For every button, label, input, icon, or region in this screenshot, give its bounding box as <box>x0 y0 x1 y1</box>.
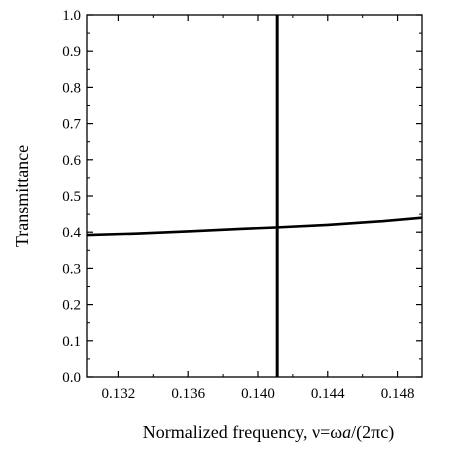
axis-ticks <box>87 15 422 377</box>
x-tick-label: 0.148 <box>381 386 415 402</box>
y-tick-label: 0.0 <box>62 370 81 386</box>
tick-labels: 0.0 0.1 0.2 0.3 0.4 0.5 0.6 0.7 0.8 0.9 1.0 0.132 0.… <box>62 8 414 402</box>
y-tick-label: 0.6 <box>62 153 81 169</box>
x-axis-title-italic: a <box>342 422 351 442</box>
y-tick-label: 0.3 <box>62 261 81 277</box>
y-tick-label: 0.1 <box>62 334 81 350</box>
plot-series <box>87 15 422 377</box>
x-tick-label: 0.144 <box>311 386 345 402</box>
y-tick-label: 0.4 <box>62 225 81 241</box>
x-tick-label: 0.140 <box>241 386 275 402</box>
y-tick-label: 0.7 <box>62 117 81 133</box>
x-axis-title-prefix: Normalized frequency, ν=ω <box>143 422 343 442</box>
y-tick-label: 0.8 <box>62 80 81 96</box>
series-line-1 <box>87 218 422 235</box>
y-tick-label: 0.2 <box>62 298 81 314</box>
x-tick-label: 0.136 <box>171 386 205 402</box>
x-tick-label: 0.132 <box>102 386 136 402</box>
x-axis-title: Normalized frequency, ν=ωa/(2πc) <box>143 422 394 443</box>
y-axis-title: Transmittance <box>12 145 32 247</box>
plot-frame <box>87 15 422 377</box>
x-axis-title-suffix: /(2πc) <box>351 422 394 443</box>
y-tick-label: 1.0 <box>62 8 81 24</box>
y-tick-label: 0.5 <box>62 189 81 205</box>
y-tick-label: 0.9 <box>62 44 81 60</box>
